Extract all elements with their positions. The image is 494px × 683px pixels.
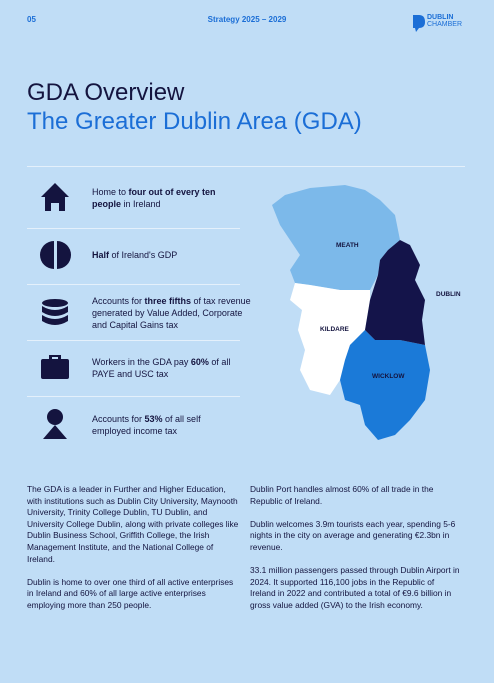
text-column: The GDA is a leader in Further and Highe…: [27, 484, 239, 623]
stat-highlight: three fifths: [144, 296, 192, 306]
subtitle: The Greater Dublin Area (GDA): [27, 108, 362, 135]
divider: [27, 166, 465, 167]
map-label: MEATH: [336, 242, 359, 249]
separator: [27, 340, 240, 341]
gdp-icon: [57, 241, 71, 269]
strategy-label: Strategy 2025 – 2029: [207, 15, 287, 24]
separator: [27, 228, 240, 229]
stat-highlight: 60%: [190, 357, 209, 367]
briefcase-icon: [41, 355, 69, 379]
paragraph: Dublin welcomes 3.9m tourists each year,…: [250, 518, 456, 552]
stat-text: of all self employed income tax: [92, 414, 201, 436]
logo-mark: [413, 15, 425, 32]
stat: Accounts for 53% of all self employed in…: [92, 413, 227, 437]
gdp-icon: [40, 241, 54, 269]
stat: Half of Ireland's GDP: [92, 249, 242, 261]
stat-text: in Ireland: [121, 199, 161, 209]
page-number: 05: [27, 15, 36, 24]
map-label: DUBLIN: [436, 291, 461, 298]
wicklow-region: [340, 330, 430, 440]
stat: Home to four out of every ten people in …: [92, 186, 242, 210]
stat-highlight: Half: [92, 250, 110, 260]
person-icon: [43, 409, 67, 439]
title: GDA Overview: [27, 79, 185, 106]
stat-text: Home to: [92, 187, 129, 197]
logo-line: DUBLIN: [427, 14, 454, 21]
gda-map: MEATH DUBLIN KILDARE WICKLOW: [272, 185, 461, 440]
stat-text: Workers in the GDA pay: [92, 357, 191, 367]
stat: Workers in the GDA pay 60% of all PAYE a…: [92, 356, 232, 380]
stat: Accounts for three fifths of tax revenue…: [92, 295, 257, 331]
stat-text: Accounts for: [92, 296, 145, 306]
stat-icons: [40, 183, 71, 439]
database-icon: [42, 299, 68, 325]
stat-highlight: 53%: [144, 414, 163, 424]
separator: [27, 396, 240, 397]
map-label: WICKLOW: [372, 373, 405, 380]
stat-text: of all PAYE and USC tax: [92, 357, 231, 379]
paragraph: 33.1 million passengers passed through D…: [250, 565, 460, 610]
stat-text: of tax revenue generated by Value Added,…: [92, 296, 251, 330]
paragraph: Dublin is home to over one third of all …: [27, 576, 234, 610]
separator: [27, 284, 240, 285]
paragraph: The GDA is a leader in Further and Highe…: [27, 484, 239, 564]
stat-text: of Ireland's GDP: [109, 250, 178, 260]
dublin-region: [365, 240, 425, 345]
text-column: Dublin Port handles almost 60% of all tr…: [250, 484, 462, 623]
logo-text: DUBLIN CHAMBER: [427, 14, 462, 28]
paragraph: Dublin Port handles almost 60% of all tr…: [250, 484, 434, 506]
stat-text: Accounts for: [92, 414, 145, 424]
house-icon: [41, 183, 69, 211]
logo-line: CHAMBER: [427, 21, 463, 28]
map-label: KILDARE: [320, 326, 350, 333]
kildare-region: [290, 283, 370, 395]
meath-region: [272, 185, 400, 290]
stat-highlight: four out of every ten people: [92, 187, 216, 209]
